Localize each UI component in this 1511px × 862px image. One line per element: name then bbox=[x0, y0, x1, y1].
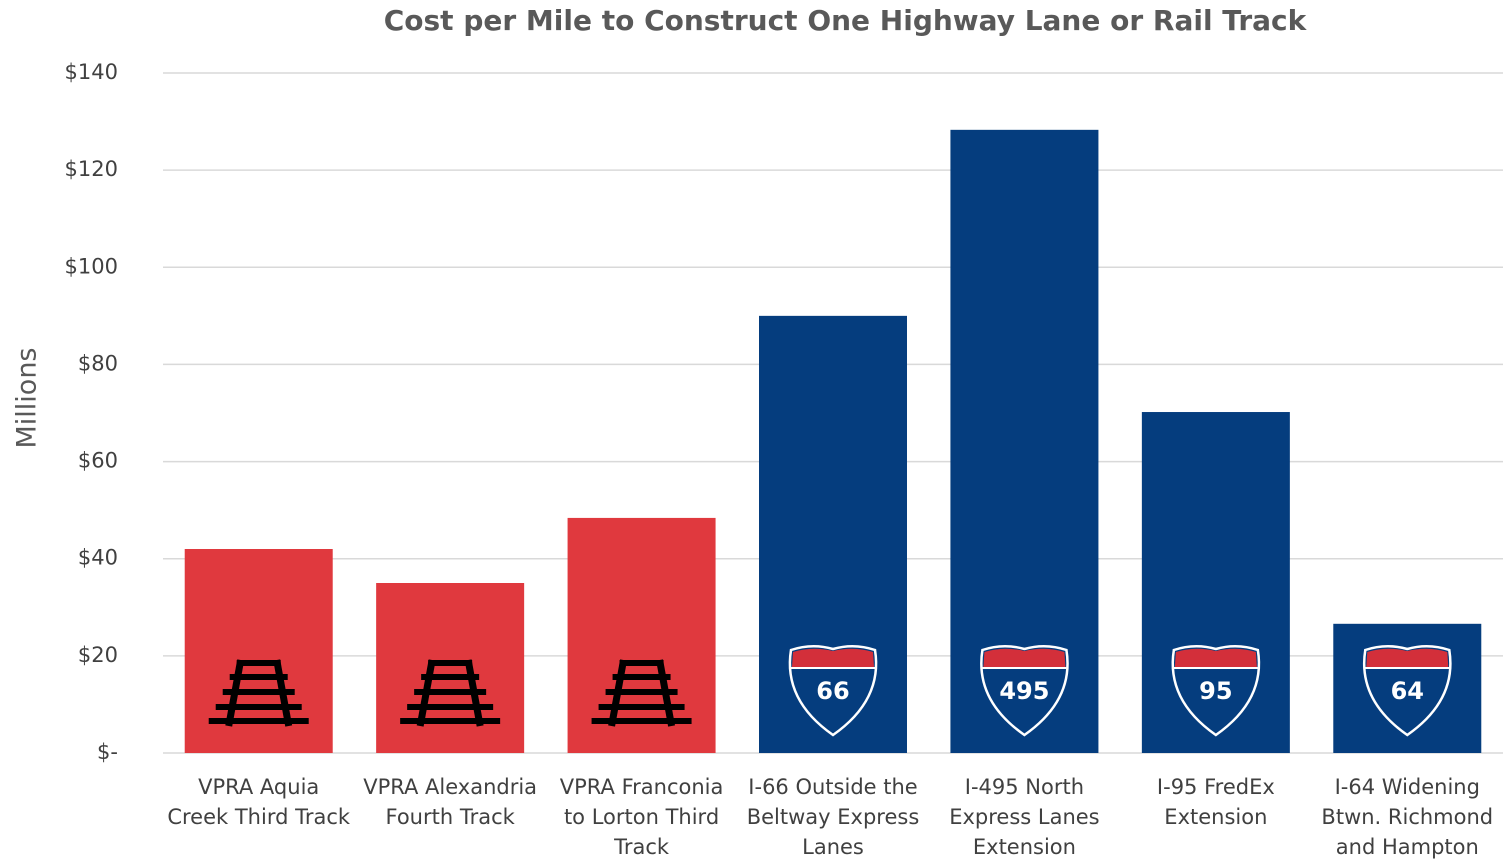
rail-icon bbox=[208, 659, 309, 727]
shield-top bbox=[1174, 648, 1257, 667]
rail-icon bbox=[591, 659, 692, 727]
rail-icon bbox=[400, 659, 501, 727]
interstate-shield: 64 bbox=[1363, 645, 1452, 737]
shield-label: 66 bbox=[816, 677, 849, 705]
y-axis-label: Millions bbox=[12, 348, 43, 449]
chart-title: Cost per Mile to Construct One Highway L… bbox=[384, 4, 1308, 37]
x-tick-label: VPRA Aquia Creek Third Track bbox=[167, 775, 351, 829]
x-tick-label: VPRA Alexandria Fourth Track bbox=[363, 775, 538, 829]
shield-top bbox=[1366, 648, 1449, 667]
x-tick-label: I-95 FredEx Extension bbox=[1156, 775, 1275, 829]
shield-label: 95 bbox=[1199, 677, 1232, 705]
interstate-shield: 495 bbox=[980, 645, 1069, 737]
x-tick-label: I-64 Widening Btwn. Richmond and Hampton bbox=[1321, 775, 1494, 859]
interstate-shield: 95 bbox=[1171, 645, 1261, 737]
interstate-shield: 66 bbox=[788, 645, 878, 737]
shield-label: 64 bbox=[1391, 677, 1424, 705]
y-tick-label: $100 bbox=[65, 254, 118, 278]
shield-label: 495 bbox=[999, 677, 1049, 705]
y-tick-label: $140 bbox=[65, 60, 118, 84]
shield-top bbox=[983, 648, 1066, 667]
y-tick-label: $60 bbox=[78, 449, 118, 473]
y-tick-label: $80 bbox=[78, 351, 118, 375]
x-tick-label: VPRA Franconia to Lorton Third Track bbox=[559, 775, 724, 859]
bar bbox=[567, 517, 716, 753]
y-tick-label: $20 bbox=[78, 643, 118, 667]
shield-top bbox=[792, 648, 874, 667]
x-tick-label: I-495 North Express Lanes Extension bbox=[949, 775, 1100, 859]
x-tick-label: I-66 Outside the Beltway Express Lanes bbox=[746, 775, 920, 859]
y-tick-label: $- bbox=[97, 740, 118, 764]
y-tick-label: $120 bbox=[65, 157, 118, 181]
y-tick-label: $40 bbox=[78, 546, 118, 570]
bar bbox=[376, 583, 525, 753]
